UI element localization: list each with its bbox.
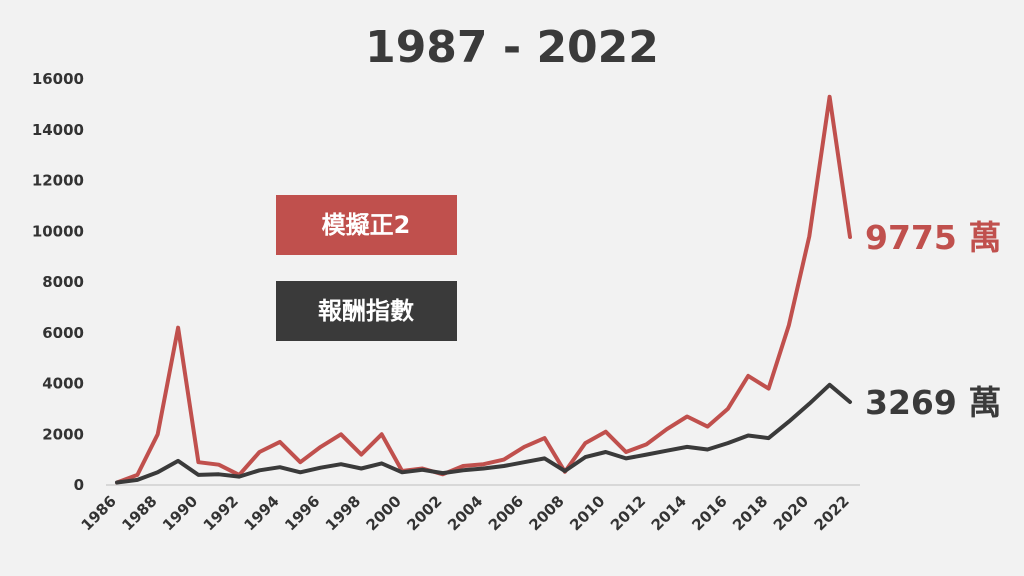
series-line-black-series [115,382,852,485]
x-tick-label: 2002 [403,492,445,534]
y-tick-label: 4000 [42,375,84,393]
y-tick-label: 8000 [42,273,84,291]
legend-label-red-series: 模擬正2 [322,211,411,239]
x-axis: 1986198819901992199419961998200020022004… [78,492,853,534]
x-tick-label: 2016 [688,492,730,534]
y-tick-label: 14000 [32,121,84,139]
series-line-red-series [115,94,852,485]
x-tick-label: 1986 [78,492,120,534]
legend-item-red-series: 模擬正2 [276,195,457,255]
y-tick-label: 0 [74,476,84,494]
legend-swatch-black-series [276,281,457,341]
x-tick-label: 2006 [485,492,527,534]
chart-title: 1987 - 2022 [365,22,659,73]
x-tick-label: 2022 [811,492,853,534]
x-tick-label: 2004 [444,492,486,534]
y-axis: 0 2000 4000 6000 8000 10000 12000 14000 16000 [32,70,84,494]
x-tick-label: 1998 [322,492,364,534]
x-tick-label: 2010 [566,492,608,534]
x-tick-label: 1996 [281,492,323,534]
legend-label-black-series: 報酬指數 [318,297,414,325]
x-tick-label: 1990 [159,492,201,534]
y-tick-label: 10000 [32,222,84,240]
y-tick-label: 16000 [32,70,84,88]
x-tick-label: 1992 [200,492,242,534]
legend-item-black-series: 報酬指數 [276,281,457,341]
x-tick-label: 2018 [729,492,771,534]
series-lines [115,94,852,485]
end-labels: 9775 萬 3269 萬 [865,218,1001,422]
y-tick-label: 6000 [42,324,84,342]
x-tick-label: 2020 [770,492,812,534]
legend-swatch-red-series [276,195,457,255]
legend: 模擬正2 報酬指數 [276,195,457,341]
y-tick-label: 2000 [42,425,84,443]
x-tick-label: 2014 [648,492,690,534]
x-tick-label: 1994 [240,492,282,534]
x-tick-label: 2008 [526,492,568,534]
x-tick-label: 2000 [363,492,405,534]
y-tick-label: 12000 [32,172,84,190]
end-label-black-series: 3269 萬 [865,383,1001,422]
end-label-red-series: 9775 萬 [865,218,1001,257]
x-tick-label: 2012 [607,492,649,534]
x-tick-label: 1988 [118,492,160,534]
